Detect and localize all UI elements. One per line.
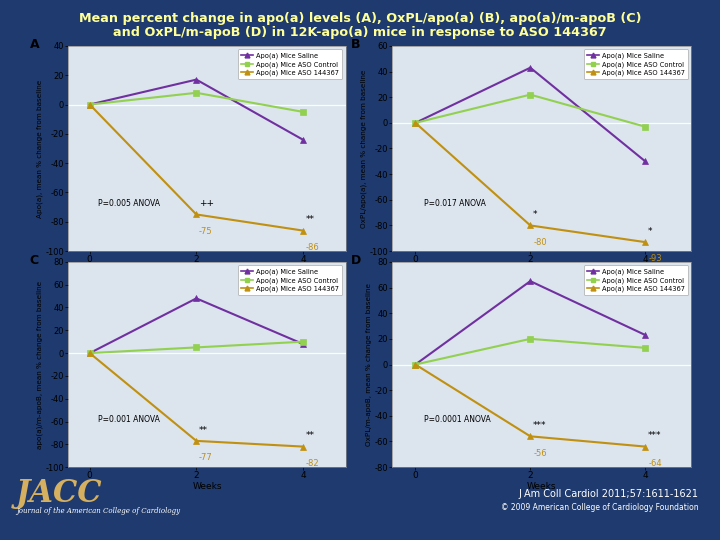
X-axis label: Weeks: Weeks [192,482,222,491]
Text: A: A [30,38,39,51]
Text: B: B [351,38,360,51]
Text: C: C [30,254,39,267]
Text: **: ** [305,431,315,441]
Text: D: D [351,254,361,267]
Y-axis label: Apo(a), mean % change from baseline: Apo(a), mean % change from baseline [36,79,42,218]
Text: -56: -56 [534,449,546,457]
Y-axis label: OxPL/m-apoB, mean % change from baseline: OxPL/m-apoB, mean % change from baseline [366,283,372,446]
Text: P=0.001 ANOVA: P=0.001 ANOVA [98,415,160,424]
Text: -82: -82 [305,459,319,468]
Text: -77: -77 [199,453,212,462]
Text: Mean percent change in apo(a) levels (A), OxPL/apo(a) (B), apo(a)/m-apoB (C): Mean percent change in apo(a) levels (A)… [78,12,642,25]
Y-axis label: apo(a)/m-apoB, mean % change from baseline: apo(a)/m-apoB, mean % change from baseli… [36,280,42,449]
Legend: Apo(a) Mice Saline, Apo(a) Mice ASO Control, Apo(a) Mice ASO 144367: Apo(a) Mice Saline, Apo(a) Mice ASO Cont… [238,49,342,79]
Text: ***: *** [648,431,662,441]
Text: J Am Coll Cardiol 2011;57:1611-1621: J Am Coll Cardiol 2011;57:1611-1621 [518,489,698,499]
Text: **: ** [305,215,315,225]
Text: ++: ++ [199,199,214,208]
Text: ***: *** [534,421,546,430]
Text: -75: -75 [199,227,212,236]
Text: -80: -80 [534,238,546,247]
X-axis label: Weeks: Weeks [527,266,557,275]
Text: Journal of the American College of Cardiology: Journal of the American College of Cardi… [16,507,180,515]
Legend: Apo(a) Mice Saline, Apo(a) Mice ASO Control, Apo(a) Mice ASO 144367: Apo(a) Mice Saline, Apo(a) Mice ASO Cont… [238,265,342,295]
Text: **: ** [199,426,208,435]
Text: *: * [648,227,652,236]
X-axis label: Weeks: Weeks [527,482,557,491]
Text: P=0.0001 ANOVA: P=0.0001 ANOVA [424,415,491,424]
X-axis label: Weeks: Weeks [192,266,222,275]
Legend: Apo(a) Mice Saline, Apo(a) Mice ASO Control, Apo(a) Mice ASO 144367: Apo(a) Mice Saline, Apo(a) Mice ASO Cont… [583,49,688,79]
Legend: Apo(a) Mice Saline, Apo(a) Mice ASO Control, Apo(a) Mice ASO 144367: Apo(a) Mice Saline, Apo(a) Mice ASO Cont… [583,265,688,295]
Text: *: * [534,210,538,219]
Text: -93: -93 [648,254,662,264]
Text: JACC: JACC [16,478,102,509]
Text: P=0.017 ANOVA: P=0.017 ANOVA [424,199,486,208]
Text: P=0.005 ANOVA: P=0.005 ANOVA [98,199,160,208]
Text: -64: -64 [648,459,662,468]
Text: © 2009 American College of Cardiology Foundation: © 2009 American College of Cardiology Fo… [501,503,698,512]
Text: -86: -86 [305,243,320,252]
Text: and OxPL/m-apoB (D) in 12K-apo(a) mice in response to ASO 144367: and OxPL/m-apoB (D) in 12K-apo(a) mice i… [113,26,607,39]
Y-axis label: OxPL/apo(a), mean % change from baseline: OxPL/apo(a), mean % change from baseline [360,69,366,228]
